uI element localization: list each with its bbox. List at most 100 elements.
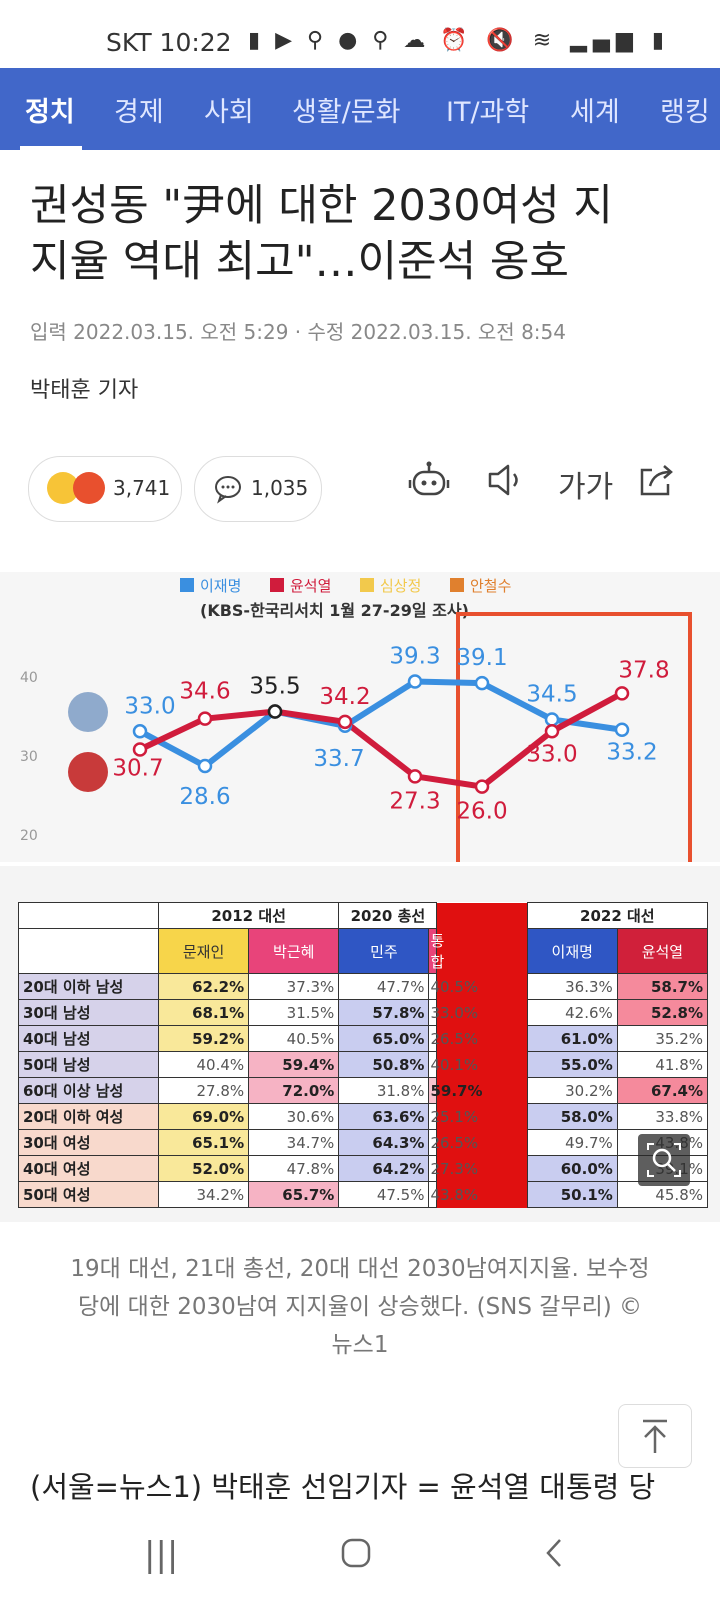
table-cell: 47.8% bbox=[248, 1155, 340, 1182]
table-cell: 27.3% bbox=[428, 1155, 478, 1182]
series-line-0 bbox=[138, 678, 623, 770]
caption-line: 당에 대한 2030남여 지지율이 상승했다. (SNS 갈무리) © bbox=[77, 1294, 643, 1320]
table-cell: 50.8% bbox=[338, 1051, 430, 1078]
data-label: 26.0 bbox=[456, 799, 507, 825]
table-cell: 63.6% bbox=[338, 1103, 430, 1130]
row-label: 20대 이하 여성 bbox=[18, 1103, 159, 1130]
headline-line: 권성동 "尹에 대한 2030여성 지 bbox=[30, 181, 613, 231]
data-label: 33.0 bbox=[124, 693, 175, 719]
row-label: 40대 여성 bbox=[18, 1155, 159, 1182]
share-icon[interactable] bbox=[636, 460, 678, 500]
caption-line: 19대 대선, 21대 총선, 20대 대선 2030남여지지율. 보수정 bbox=[70, 1256, 650, 1282]
table-cell: 33.8% bbox=[616, 1103, 709, 1130]
table-cell: 49.7% bbox=[526, 1129, 618, 1156]
table-subheader: 박근혜 bbox=[248, 928, 340, 974]
data-label: 34.6 bbox=[179, 679, 230, 705]
system-icons: ⏰ 🔇 ≋ ▂▄▆ ▮ bbox=[439, 28, 670, 53]
row-label: 20대 이하 남성 bbox=[18, 973, 159, 1000]
magnify-icon bbox=[647, 1143, 681, 1177]
tab-life-culture[interactable]: 생활/문화 bbox=[292, 97, 401, 128]
tab-politics[interactable]: 정치 bbox=[25, 97, 75, 128]
table-cell: 40.5% bbox=[248, 1025, 340, 1052]
data-point bbox=[474, 675, 490, 691]
font-size-label: 가가 bbox=[558, 470, 614, 505]
table-group-header: 2022 대선 bbox=[526, 902, 709, 929]
table-cell: 30.6% bbox=[248, 1103, 340, 1130]
table-cell: 50.1% bbox=[526, 1181, 618, 1208]
table-cell: 60.0% bbox=[526, 1155, 618, 1182]
table-cell: 36.3% bbox=[526, 973, 618, 1000]
zoom-image-button[interactable] bbox=[638, 1134, 690, 1186]
article-author[interactable]: 박태훈 기자 bbox=[30, 378, 139, 403]
data-point bbox=[337, 714, 353, 730]
legend-swatch bbox=[180, 578, 194, 592]
data-label: 33.0 bbox=[526, 741, 577, 767]
legend-label: 심상정 bbox=[380, 577, 421, 595]
table-cell: 52.8% bbox=[616, 999, 709, 1026]
data-label: 37.8 bbox=[618, 657, 669, 683]
row-label: 60대 이상 남성 bbox=[18, 1077, 159, 1104]
tab-ranking[interactable]: 랭킹 bbox=[660, 97, 710, 128]
scroll-to-top-button[interactable] bbox=[618, 1404, 692, 1468]
table-cell: 59.4% bbox=[248, 1051, 340, 1078]
chart-source: (KBS-한국리서치 1월 27-29일 조사) bbox=[200, 601, 469, 620]
reaction-button[interactable]: 3,741 bbox=[28, 456, 182, 522]
y-tick: 40 bbox=[20, 670, 38, 686]
tab-world[interactable]: 세계 bbox=[570, 97, 620, 128]
series-line-1 bbox=[138, 690, 624, 790]
row-label: 50대 남성 bbox=[18, 1051, 159, 1078]
arrow-up-icon bbox=[643, 1419, 667, 1453]
table-cell: 34.2% bbox=[157, 1181, 250, 1208]
table-cell: 62.2% bbox=[157, 973, 250, 1000]
tab-society[interactable]: 사회 bbox=[204, 97, 254, 128]
legend-swatch bbox=[360, 578, 374, 592]
table-cell: 41.8% bbox=[616, 1051, 709, 1078]
table-cell: 59.2% bbox=[157, 1025, 250, 1052]
table-cell: 55.0% bbox=[526, 1051, 618, 1078]
table-cell: 42.6% bbox=[526, 999, 618, 1026]
back-icon[interactable] bbox=[542, 1537, 566, 1569]
data-point bbox=[407, 769, 423, 784]
data-label: 33.2 bbox=[606, 740, 657, 766]
table-cell: 67.4% bbox=[616, 1077, 709, 1104]
home-icon[interactable] bbox=[340, 1537, 372, 1569]
table-cell: 47.7% bbox=[338, 973, 430, 1000]
comment-icon bbox=[215, 476, 241, 504]
table-cell: 47.5% bbox=[338, 1181, 430, 1208]
table-cell: 57.8% bbox=[338, 999, 430, 1026]
table-cell: 31.5% bbox=[248, 999, 340, 1026]
data-point bbox=[474, 779, 490, 794]
table-cell: 30.2% bbox=[526, 1077, 618, 1104]
candidate-avatar-lee bbox=[68, 692, 108, 732]
y-tick: 20 bbox=[20, 828, 38, 844]
data-point bbox=[614, 686, 630, 701]
support-rate-table: 2012 대선 2020 총선 2022 대선 문재인 박근혜 민주 통합 이재… bbox=[18, 902, 709, 1208]
table-cell: 65.7% bbox=[248, 1181, 340, 1208]
tab-economy[interactable]: 경제 bbox=[114, 97, 164, 128]
active-tab-indicator bbox=[20, 146, 82, 150]
tab-it-science[interactable]: IT/과학 bbox=[446, 97, 530, 128]
angry-emoji-icon bbox=[73, 472, 105, 504]
table-cell: 35.2% bbox=[616, 1025, 709, 1052]
robot-icon[interactable] bbox=[408, 460, 450, 500]
system-nav-bar: ||| bbox=[0, 1515, 720, 1600]
table-group-header: 2020 총선 bbox=[338, 902, 438, 929]
recent-apps-icon[interactable]: ||| bbox=[144, 1535, 179, 1575]
chart-legend: 이재명 윤석열 심상정 안철수 bbox=[180, 577, 511, 595]
table-cell: 52.0% bbox=[157, 1155, 250, 1182]
table-cell: 69.0% bbox=[157, 1103, 250, 1130]
article-headline: 권성동 "尹에 대한 2030여성 지 지율 역대 최고"…이준석 옹호 bbox=[30, 178, 690, 290]
table-group-header: 2012 대선 bbox=[157, 902, 340, 929]
table-cell: 40.5% bbox=[428, 973, 478, 1000]
table-cell: 37.3% bbox=[248, 973, 340, 1000]
font-size-button[interactable]: 가가 bbox=[558, 462, 613, 506]
speaker-icon[interactable] bbox=[486, 462, 526, 498]
article-image[interactable]: 이재명 윤석열 심상정 안철수 (KBS-한국리서치 1월 27-29일 조사) 40… bbox=[0, 572, 720, 1222]
comment-button[interactable]: 1,035 bbox=[194, 456, 322, 522]
data-label: 34.2 bbox=[319, 684, 370, 710]
